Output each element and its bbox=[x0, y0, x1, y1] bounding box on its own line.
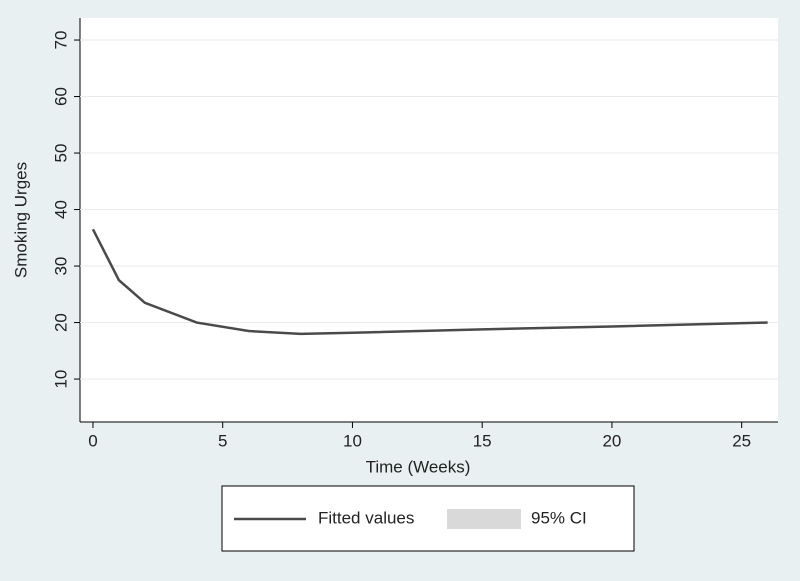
plot-area bbox=[80, 18, 778, 422]
legend-swatch bbox=[447, 509, 521, 529]
y-axis-label: Smoking Urges bbox=[11, 162, 30, 278]
y-tick-label: 40 bbox=[51, 200, 70, 219]
legend-label: 95% CI bbox=[531, 508, 587, 527]
x-axis-label: Time (Weeks) bbox=[366, 457, 471, 476]
x-tick-label: 10 bbox=[343, 431, 362, 450]
x-tick-label: 5 bbox=[218, 431, 227, 450]
y-tick-label: 60 bbox=[51, 87, 70, 106]
y-tick-label: 20 bbox=[51, 313, 70, 332]
x-tick-label: 15 bbox=[473, 431, 492, 450]
y-tick-label: 50 bbox=[51, 144, 70, 163]
legend-label: Fitted values bbox=[318, 508, 414, 527]
x-tick-label: 25 bbox=[732, 431, 751, 450]
x-tick-label: 0 bbox=[88, 431, 97, 450]
line bbox=[91, 228, 768, 336]
x-tick-label: 20 bbox=[602, 431, 621, 450]
y-tick-label: 30 bbox=[51, 257, 70, 276]
y-tick-label: 10 bbox=[51, 370, 70, 389]
y-tick-label: 70 bbox=[51, 31, 70, 50]
